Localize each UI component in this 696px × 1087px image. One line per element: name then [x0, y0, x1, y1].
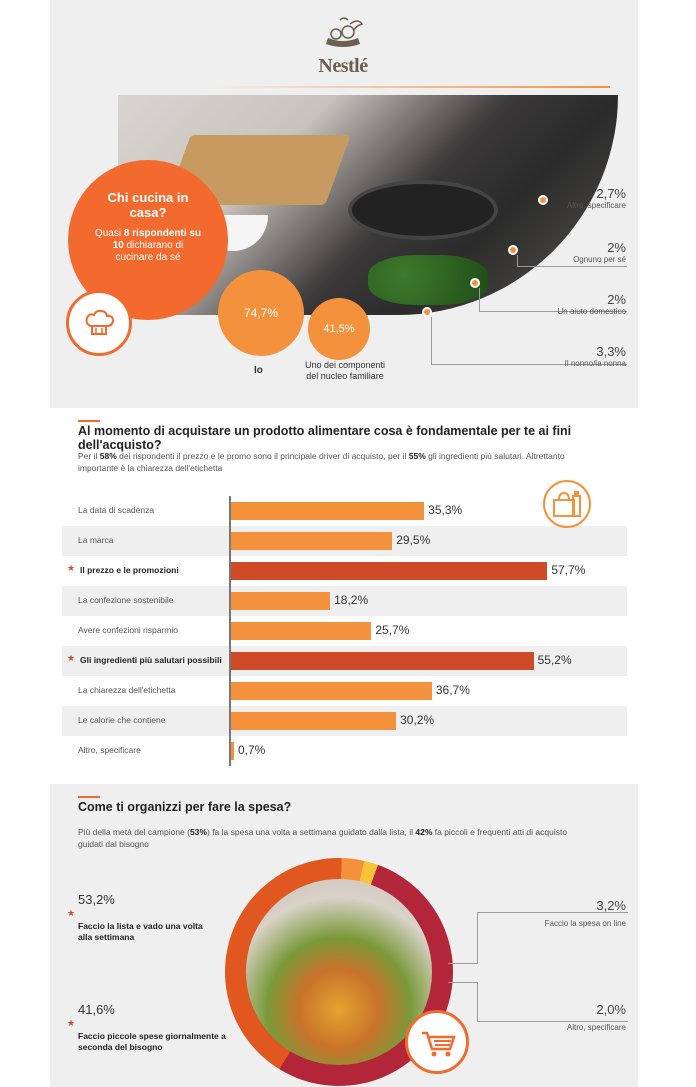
bar	[230, 682, 432, 700]
stat-weekly-list: 53,2% Faccio la lista e vado una volta a…	[78, 892, 203, 942]
nest-icon	[326, 17, 364, 47]
star-icon: ★	[67, 563, 76, 573]
connector-line	[448, 982, 478, 1022]
value-label: 25,7%	[375, 623, 410, 637]
shopping-description: Più della metà del campione (53%) fa la …	[78, 827, 568, 849]
star-icon: ★	[67, 1018, 76, 1028]
value-label: 0,7%	[238, 743, 266, 757]
category-label: La chiarezza dell'etichetta	[78, 685, 176, 695]
chef-hat-icon	[66, 290, 132, 356]
star-icon: ★	[67, 908, 76, 918]
family-label: Uno dei componenti del nucleo familiare	[304, 360, 386, 381]
who-cooks-question: Chi cucina in casa?	[107, 190, 189, 220]
stat-daily-shopping: 41,6% Faccio piccole spese giornalmente …	[78, 1002, 226, 1052]
value-label: 57,7%	[551, 563, 586, 577]
bar	[230, 502, 425, 520]
value-label: 29,5%	[396, 533, 431, 547]
stat-other: 2,7% Altro, specificare	[566, 186, 626, 210]
category-label: Altro, specificare	[78, 745, 141, 755]
chart-row: ★ Gli ingredienti più salutari possibili 5…	[62, 646, 627, 676]
io-label: Io	[254, 365, 263, 376]
stat-grandparent: 3,3% Il nonno/la nonna	[564, 344, 626, 368]
connector-line	[479, 288, 627, 312]
bar	[230, 592, 331, 610]
connector-dot	[538, 195, 548, 205]
grocery-cart-photo	[246, 879, 432, 1065]
value-label: 35,3%	[428, 503, 463, 517]
category-label: Le calorie che contiene	[78, 715, 166, 725]
purchase-title: Al momento di acquistare un prodotto ali…	[78, 424, 572, 452]
bar	[230, 532, 393, 550]
who-cooks-description: Quasi 8 rispondenti su 10 dichiarano di …	[94, 228, 202, 263]
category-label: Avere confezioni risparmio	[78, 625, 178, 635]
chart-row: La marca 29,5%	[62, 526, 627, 556]
stat-everyone: 2% Ognuno per sé	[573, 240, 626, 264]
chart-row: Altro, specificare 0,7%	[62, 736, 627, 766]
stat-domestic-help: 2% Un aiuto domestico	[557, 292, 626, 316]
bar	[230, 562, 548, 580]
nestle-logo: Nestlé	[298, 14, 388, 78]
shopping-bag-icon	[543, 480, 591, 528]
connector-dot	[508, 245, 518, 255]
infographic: Nestlé Chi cucina in casa? Quasi 8 rispo…	[50, 0, 638, 1087]
bar	[230, 712, 397, 730]
bar	[230, 742, 234, 760]
value-label: 55,2%	[537, 653, 572, 667]
connector-line	[478, 912, 628, 913]
shopping-title: Come ti organizzi per fare la spesa?	[78, 800, 292, 814]
value-label: 30,2%	[400, 713, 435, 727]
connector-dot	[422, 307, 432, 317]
chart-row: Avere confezioni risparmio 25,7%	[62, 616, 627, 646]
bar	[230, 622, 372, 640]
star-icon: ★	[67, 653, 76, 663]
chart-axis	[229, 496, 231, 766]
chart-row: La data di scadenza 35,3%	[62, 496, 627, 526]
chart-row: La confezione sostenibile 18,2%	[62, 586, 627, 616]
purchase-bar-chart: La data di scadenza 35,3% La marca 29,5% ★ Il…	[62, 496, 627, 766]
connector-line	[478, 1021, 628, 1022]
brand-wordmark: Nestlé	[318, 55, 368, 77]
stat-online: 3,2% Faccio la spesa on line	[544, 898, 626, 928]
bar	[230, 652, 534, 670]
category-label: La confezione sostenibile	[78, 595, 174, 605]
category-label: Il prezzo e le promozioni	[80, 565, 179, 575]
value-label: 18,2%	[334, 593, 369, 607]
who-cooks-bubble: Chi cucina in casa? Quasi 8 rispondenti …	[68, 160, 228, 320]
connector-line	[431, 317, 627, 365]
stat-other-shopping: 2,0% Altro, specificare	[566, 1002, 626, 1032]
io-bubble: 74,7%	[218, 270, 304, 356]
connector-dot	[470, 278, 480, 288]
title-accent	[78, 420, 100, 422]
family-bubble: 41,5%	[308, 298, 370, 360]
shopping-cart-icon	[405, 1010, 469, 1074]
value-label: 36,7%	[435, 683, 470, 697]
category-label: La marca	[78, 535, 114, 545]
purchase-description: Per il 58% dei rispondenti il prezzo e l…	[78, 451, 565, 473]
category-label: La data di scadenza	[78, 505, 155, 515]
chart-row: ★ Il prezzo e le promozioni 57,7%	[62, 556, 627, 586]
connector-line	[448, 912, 478, 964]
kitchen-photo	[118, 95, 618, 315]
chart-row: Le calorie che contiene 30,2%	[62, 706, 627, 736]
chart-row: La chiarezza dell'etichetta 36,7%	[62, 676, 627, 706]
category-label: Gli ingredienti più salutari possibili	[80, 655, 222, 665]
decorative-line	[210, 86, 610, 88]
connector-line	[517, 255, 627, 267]
title-accent	[78, 796, 100, 798]
